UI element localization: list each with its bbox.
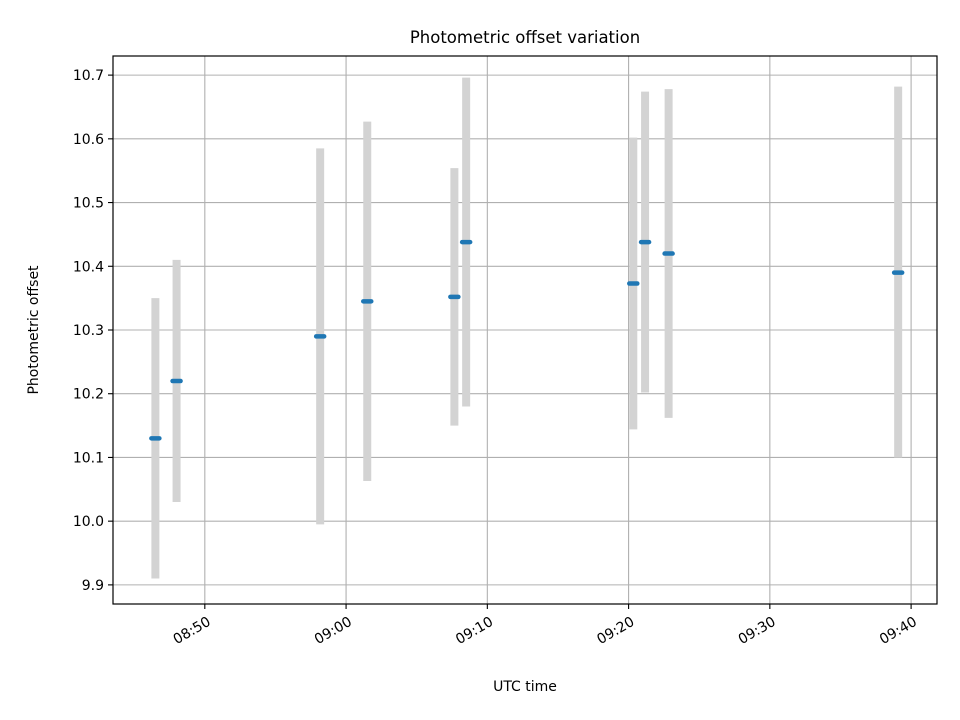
data-markers <box>149 239 905 441</box>
x-axis-label: UTC time <box>493 679 557 695</box>
grid <box>113 56 937 604</box>
y-tick-label: 10.5 <box>73 196 104 212</box>
y-tick-label: 10.6 <box>73 132 104 148</box>
y-tick-label: 9.9 <box>82 578 104 594</box>
y-tick-label: 10.7 <box>73 68 104 84</box>
y-axis-label: Photometric offset <box>26 265 42 395</box>
y-tick-label: 10.0 <box>73 514 104 530</box>
y-tick-label: 10.4 <box>73 259 104 275</box>
y-tick-label: 10.1 <box>73 450 104 466</box>
chart-title: Photometric offset variation <box>410 28 640 47</box>
y-tick-label: 10.2 <box>73 387 104 403</box>
y-tick-label: 10.3 <box>73 323 104 339</box>
